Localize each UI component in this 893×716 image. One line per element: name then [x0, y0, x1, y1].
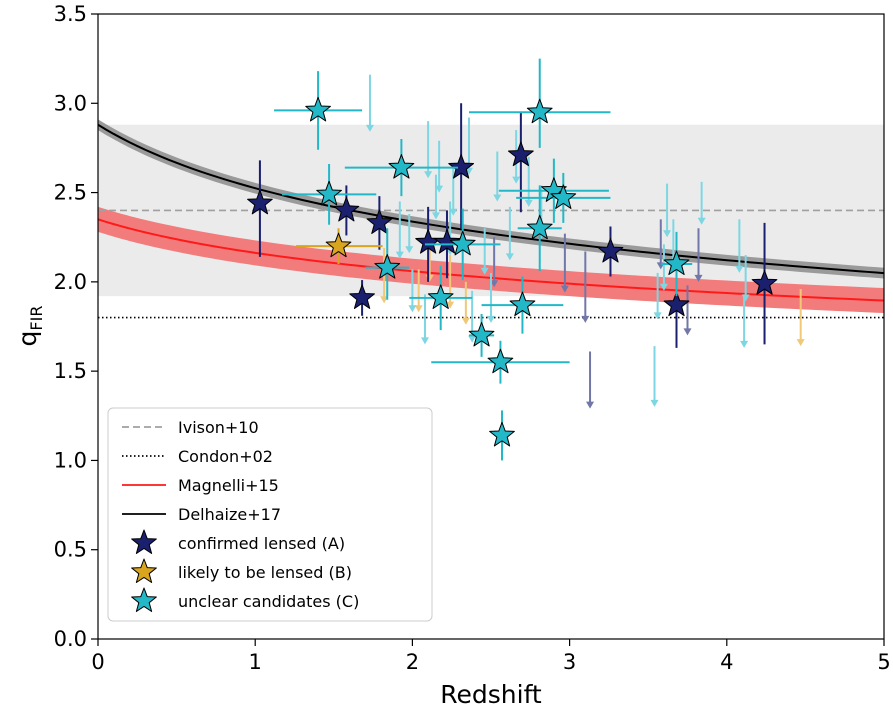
upper-limit-head-B — [461, 317, 470, 325]
upper-limit-head-A — [683, 328, 692, 336]
upper-limit-head-C — [431, 212, 440, 220]
upper-limit-head-B — [446, 301, 455, 309]
upper-limit-head-C — [524, 199, 533, 207]
x-tick-label: 0 — [91, 650, 104, 674]
upper-limit-head-C — [697, 217, 706, 225]
star-point-A — [751, 270, 778, 295]
star-point-C — [526, 98, 553, 124]
star-point-C — [305, 96, 331, 122]
legend-box — [107, 407, 433, 622]
x-tick-label: 5 — [877, 650, 890, 674]
upper-limit-head-A — [490, 280, 499, 288]
star-point-A — [663, 291, 690, 317]
upper-limit-head-C — [435, 185, 444, 193]
star-point-C — [526, 214, 553, 240]
legend-swatch-likely-to-be-lensed-b — [131, 558, 157, 584]
upper-limit-head-C — [420, 337, 429, 345]
legend-label-magnelli-15: Magnelli+15 — [178, 476, 279, 495]
y-axis-title-main: q — [13, 331, 42, 347]
y-axis-title-sub: FIR — [27, 306, 46, 331]
delhaize-17-line — [98, 123, 884, 275]
x-tick-label: 1 — [249, 650, 262, 674]
y-tick-label: 0.0 — [54, 627, 87, 651]
upper-limit-head-C — [505, 253, 514, 261]
star-point-C — [489, 421, 515, 447]
star-point-C — [449, 230, 476, 256]
upper-limit-head-C — [493, 194, 502, 202]
star-point-A — [508, 141, 534, 167]
legend-label-delhaize-17: Delhaize+17 — [178, 505, 281, 524]
upper-limit-head-C — [741, 294, 750, 302]
upper-limit-head-C — [487, 315, 495, 323]
y-axis-title: qFIR — [13, 306, 46, 347]
upper-limit-head-C — [650, 399, 659, 407]
y-tick-label: 2.0 — [54, 270, 87, 294]
upper-limit-head-B — [796, 339, 805, 347]
upper-limit-head-A — [586, 401, 595, 409]
upper-limit-head-B — [414, 305, 423, 313]
star-point-A — [247, 189, 273, 215]
upper-limit-head-C — [653, 312, 662, 320]
upper-limit-head-C — [464, 167, 473, 175]
star-point-C — [316, 180, 342, 206]
upper-limit-head-C — [395, 251, 404, 259]
y-tick-label: 3.0 — [54, 91, 87, 115]
data-markers — [247, 58, 805, 461]
star-point-A — [434, 229, 460, 254]
star-point-A — [448, 154, 474, 179]
legend-swatch-unclear-candidates-c — [131, 587, 157, 613]
star-point-C — [487, 348, 514, 374]
star-point-C — [468, 321, 495, 347]
star-point-C — [550, 184, 577, 209]
x-axis-title: Redshift — [440, 680, 542, 709]
upper-limit-head-C — [512, 176, 521, 184]
legend-label-ivison-10: Ivison+10 — [178, 418, 259, 437]
x-tick-label: 2 — [406, 650, 419, 674]
delhaize-17-band — [98, 119, 884, 279]
upper-limit-head-C — [663, 230, 672, 238]
legend-label-confirmed-lensed-a: confirmed lensed (A) — [178, 534, 345, 553]
upper-limit-head-C — [659, 283, 668, 291]
star-point-C — [427, 284, 454, 309]
upper-limit-head-A — [694, 274, 703, 282]
y-tick-label: 1.0 — [54, 448, 87, 472]
legend-label-condon-02: Condon+02 — [178, 447, 273, 466]
upper-limit-head-C — [424, 171, 433, 179]
x-tick-label: 4 — [720, 650, 733, 674]
y-tick-label: 1.5 — [54, 359, 87, 383]
y-tick-label: 3.5 — [54, 2, 87, 26]
upper-limit-head-C — [468, 335, 477, 343]
star-point-A — [349, 284, 375, 309]
upper-limit-head-C — [405, 246, 414, 254]
upper-limit-head-A — [581, 315, 590, 323]
upper-limit-head-C — [735, 265, 744, 273]
star-point-C — [509, 291, 536, 317]
upper-limit-head-A — [560, 285, 569, 293]
legend: Ivison+10 Condon+02 Magnelli+15 Delhaize+17… — [107, 407, 433, 622]
star-point-C — [663, 250, 690, 276]
upper-limit-head-B — [380, 296, 389, 304]
upper-limit-head-C — [408, 305, 417, 313]
star-point-A — [333, 196, 360, 222]
upper-limit-head-C — [365, 124, 374, 132]
upper-limit-head-C — [449, 208, 458, 216]
plot-frame — [97, 13, 885, 640]
y-tick-label: 0.5 — [54, 538, 87, 562]
y-axis: 0.0 0.5 1.0 1.5 2.0 2.5 3.0 3.5 — [54, 2, 98, 651]
x-axis: 0 1 2 3 4 5 — [91, 639, 891, 674]
y-tick-label: 2.5 — [54, 181, 87, 205]
star-point-C — [374, 254, 401, 279]
legend-swatch-confirmed-lensed-a — [131, 529, 157, 555]
star-point-A — [597, 238, 624, 263]
upper-limit-head-C — [740, 340, 749, 348]
x-tick-label: 3 — [563, 650, 576, 674]
star-point-C — [388, 154, 415, 179]
star-point-A — [366, 209, 393, 234]
legend-label-likely-to-be-lensed-b: likely to be lensed (B) — [178, 563, 352, 582]
legend-label-unclear-candidates-c: unclear candidates (C) — [178, 592, 359, 611]
star-point-B — [325, 232, 352, 258]
upper-limit-head-C — [480, 267, 489, 275]
